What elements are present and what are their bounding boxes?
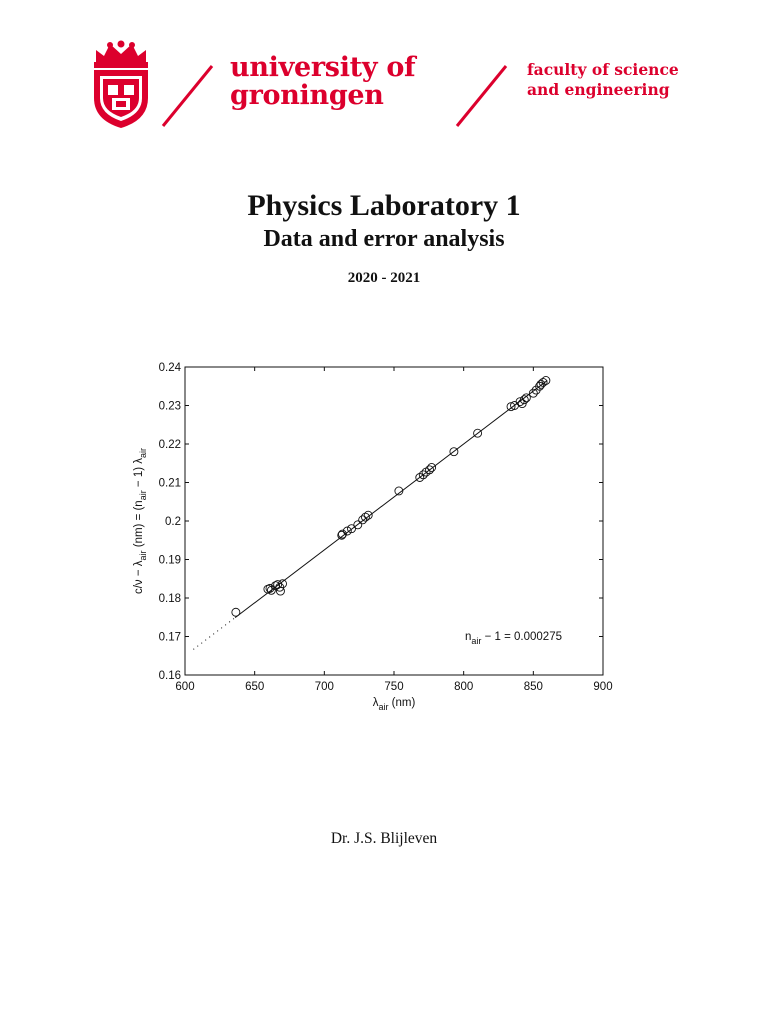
data-point	[278, 579, 287, 589]
data-point	[473, 428, 483, 438]
y-axis-label-text: c/ν − λair (nm) = (nair − 1) λair	[133, 448, 148, 594]
data-point	[342, 526, 352, 536]
academic-year: 2020 - 2021	[347, 270, 421, 286]
y-tick-label: 0.21	[159, 478, 181, 490]
x-axis-label-unit: (nm)	[388, 697, 415, 709]
fit-annotation: nair − 1 = 0.000275	[465, 631, 562, 646]
y-tick-label: 0.18	[159, 593, 181, 605]
author-name: Dr. J.S. Blijleven	[330, 830, 438, 847]
scatter-chart: c/ν − λair (nm) = (nair − 1) λair λair (…	[133, 362, 613, 712]
y-tick-label: 0.22	[159, 439, 181, 451]
x-tick-label: 700	[315, 681, 334, 693]
y-axis-label-part: c/ν − λ	[133, 560, 145, 594]
y-tick-label: 0.17	[159, 632, 181, 644]
data-point	[337, 530, 347, 540]
data-point	[265, 583, 275, 593]
data-point	[541, 376, 551, 385]
university-name-line2: groningen	[230, 80, 384, 111]
data-point	[231, 607, 241, 617]
university-name: university of groningen	[230, 52, 416, 111]
data-point	[394, 486, 404, 496]
y-axis-label-part: − 1) λ	[133, 458, 145, 491]
x-tick-label: 900	[593, 681, 612, 693]
fit-annotation-value: − 1 = 0.000275	[481, 631, 562, 643]
y-axis-label-subscript: air	[138, 448, 148, 458]
fit-annotation-subscript: air	[471, 636, 481, 646]
fit-line-extrapolated	[193, 617, 236, 650]
x-tick-label: 850	[524, 681, 543, 693]
y-tick-label: 0.2	[165, 516, 181, 528]
y-tick-label: 0.19	[159, 555, 181, 567]
plot-area	[184, 366, 604, 676]
data-point	[427, 463, 437, 472]
data-point	[360, 512, 370, 522]
header: university of groningen faculty of scien…	[0, 0, 768, 140]
faculty-name-line2: and engineering	[527, 80, 670, 99]
data-point	[528, 388, 538, 398]
x-tick-label: 800	[454, 681, 473, 693]
document-title: Physics Laboratory 1	[247, 189, 521, 222]
y-axis-label: c/ν − λair (nm) = (nair − 1) λair	[133, 448, 148, 594]
data-point	[363, 510, 373, 520]
header-divider-slashes	[161, 65, 508, 127]
y-tick-label: 0.23	[159, 401, 181, 413]
data-point	[337, 529, 347, 539]
university-name-line1: university of	[230, 52, 416, 83]
data-point	[521, 393, 531, 403]
title-block: Physics Laboratory 1 Data and error anal…	[0, 188, 768, 288]
data-point	[353, 520, 363, 530]
y-tick-label: 0.24	[159, 362, 182, 374]
fit-annotation-symbol: n	[465, 631, 471, 643]
x-tick-label: 750	[384, 681, 403, 693]
faculty-name-line1: faculty of science	[527, 60, 679, 79]
y-axis-label-subscript: air	[138, 550, 148, 560]
data-point	[519, 395, 529, 405]
data-point	[358, 515, 368, 525]
x-axis-label-subscript: air	[378, 702, 388, 712]
data-point	[418, 470, 428, 480]
data-point	[271, 581, 281, 591]
data-point	[347, 524, 356, 534]
faculty-name: faculty of science and engineering	[527, 60, 679, 100]
data-point	[506, 402, 516, 412]
data-point	[538, 377, 548, 387]
y-axis-label-part: (nm) = (n	[133, 500, 145, 550]
x-tick-label: 650	[245, 681, 264, 693]
y-axis-label-subscript: air	[138, 490, 148, 500]
cover-figure: c/ν − λair (nm) = (nair − 1) λair λair (…	[120, 355, 620, 725]
x-axis-label-symbol: λ	[373, 697, 379, 709]
x-tick-label: 600	[175, 681, 194, 693]
data-point	[449, 447, 459, 457]
data-point	[515, 397, 525, 407]
data-point	[425, 465, 434, 475]
x-axis-label: λair (nm)	[373, 697, 416, 712]
fit-line	[234, 380, 548, 619]
document-subtitle: Data and error analysis	[263, 226, 505, 252]
y-tick-label: 0.16	[159, 670, 181, 682]
university-crest-icon	[94, 40, 148, 128]
